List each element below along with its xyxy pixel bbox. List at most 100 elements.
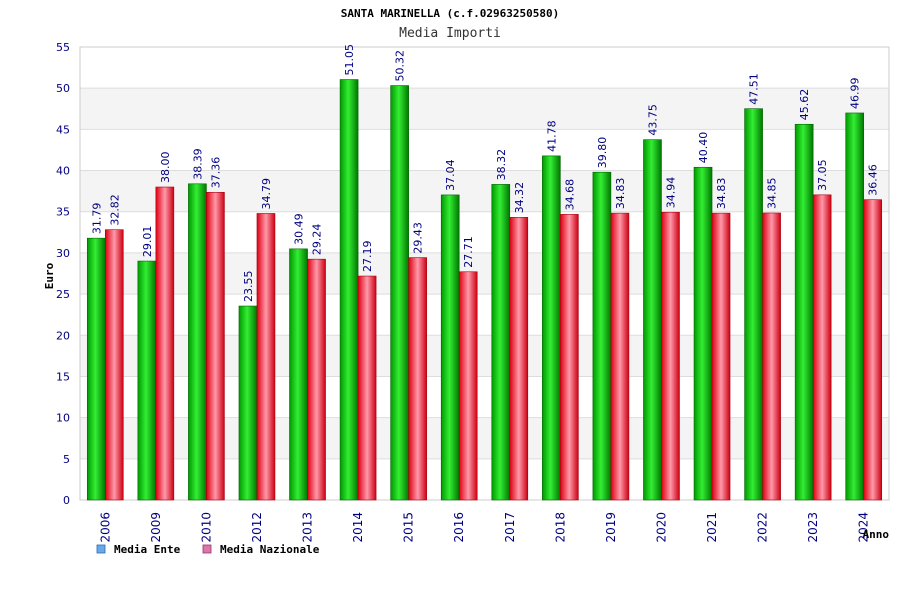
x-tick-label: 2024 [857,512,871,543]
x-axis-ticks: 2006 2009 2010 2012 2013 2014 2015 2016 2017 2018… [98,512,870,543]
value-label: 36.46 [867,164,880,196]
y-tick-label: 5 [63,453,70,466]
value-label: 34.94 [664,177,677,209]
value-label: 27.19 [361,241,374,273]
value-label: 38.39 [191,148,204,180]
bar-media-ente [188,183,207,501]
y-axis-ticks: 0 5 10 15 20 25 30 35 40 45 50 55 [56,41,70,507]
value-label: 43.75 [646,104,659,136]
bar-media-ente [390,85,409,501]
value-label: 34.79 [260,178,273,210]
value-label: 23.55 [242,271,255,303]
value-label: 34.83 [614,178,627,210]
value-label: 38.32 [495,149,508,181]
bars [86,79,883,501]
value-label: 29.24 [311,224,324,256]
bar-media-ente [86,237,106,501]
bar-media-ente [491,184,511,501]
bar-media-nazionale [711,212,731,501]
value-label: 34.85 [766,177,779,209]
x-axis-title: Anno [863,528,890,541]
y-tick-label: 40 [56,165,70,178]
bar-media-nazionale [458,271,478,501]
y-tick-label: 25 [56,288,70,301]
bar-media-ente [238,305,258,501]
x-tick-label: 2012 [250,512,264,543]
y-tick-label: 15 [56,370,70,383]
x-tick-label: 2009 [149,512,163,543]
value-label: 34.68 [563,179,576,211]
value-label: 29.01 [141,226,154,258]
x-tick-label: 2006 [98,512,112,543]
x-tick-label: 2014 [351,512,365,543]
value-label: 46.99 [849,77,862,109]
x-tick-label: 2015 [402,512,416,543]
value-label: 32.82 [108,194,121,226]
bar-media-nazionale [256,213,276,501]
bar-media-nazionale [357,275,377,501]
legend: Media Ente Media Nazionale [96,543,320,556]
y-tick-label: 35 [56,206,70,219]
y-tick-label: 50 [56,82,70,95]
plot-frame [79,46,890,501]
bar-media-ente [643,139,662,501]
bar-media-ente [339,79,359,501]
bar-media-ente [542,155,561,501]
bar-media-nazionale [560,214,579,501]
legend-label-nazionale: Media Nazionale [220,543,320,556]
bar-media-nazionale [762,212,781,501]
bar-media-nazionale [661,211,680,501]
bar-media-ente [794,123,814,501]
value-labels: 31.79 32.82 29.01 38.00 38.39 37.36 23.55 34.79… [90,44,879,302]
bar-media-nazionale [307,258,326,501]
x-tick-label: 2018 [553,512,567,543]
value-label: 30.49 [293,213,306,245]
bar-media-nazionale [812,194,832,501]
bar-media-ente [289,248,308,501]
value-label: 27.71 [462,236,475,268]
value-label: 41.78 [545,120,558,152]
x-tick-label: 2017 [503,512,517,543]
y-tick-label: 10 [56,412,70,425]
value-label: 34.32 [513,182,526,214]
bar-media-ente [440,194,460,501]
x-tick-label: 2020 [654,512,668,543]
value-label: 34.83 [715,178,728,210]
x-tick-label: 2023 [806,512,820,543]
value-label: 45.62 [798,89,811,121]
bar-media-nazionale [509,217,529,501]
x-tick-label: 2016 [452,512,466,543]
bar-media-nazionale [610,212,630,501]
value-label: 40.40 [697,132,710,164]
x-tick-label: 2019 [604,512,618,543]
value-label: 38.00 [159,152,172,184]
x-tick-label: 2021 [705,512,719,543]
y-tick-label: 0 [63,494,70,507]
value-label: 37.05 [816,159,829,191]
value-label: 29.43 [412,222,425,254]
y-tick-label: 20 [56,329,70,342]
x-tick-label: 2010 [199,512,213,543]
value-label: 47.51 [748,73,761,105]
y-tick-label: 45 [56,123,70,136]
bar-media-nazionale [863,199,883,501]
value-label: 37.36 [209,157,222,189]
chart-title: SANTA MARINELLA (c.f.02963250580) [341,7,560,20]
bar-media-nazionale [206,191,225,501]
bar-media-ente [845,112,865,501]
grid-band [80,88,889,130]
y-tick-label: 30 [56,247,70,260]
legend-swatch-nazionale [202,544,212,554]
value-label: 31.79 [90,203,103,235]
bar-media-nazionale [155,186,175,501]
value-label: 50.32 [394,50,407,82]
bar-media-ente [137,260,157,501]
bar-media-nazionale [104,229,124,501]
value-label: 39.80 [596,137,609,169]
value-label: 37.04 [444,159,457,191]
bar-media-ente [693,166,713,501]
legend-label-ente: Media Ente [114,543,181,556]
x-tick-label: 2022 [756,512,770,543]
bar-media-nazionale [408,257,427,501]
